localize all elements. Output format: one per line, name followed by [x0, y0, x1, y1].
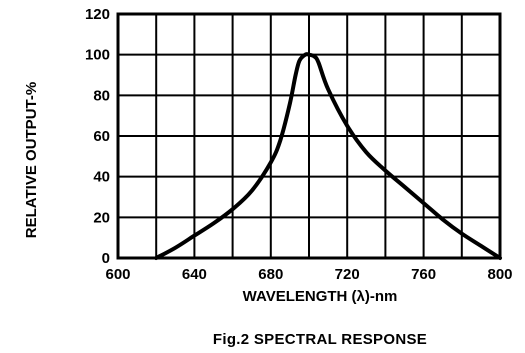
y-axis-ticks: 0 20 40 60 80 100 120 — [85, 6, 110, 267]
x-tick-label: 760 — [411, 266, 436, 283]
y-tick-label: 80 — [93, 87, 110, 104]
x-tick-label: 600 — [105, 266, 130, 283]
figure-caption: Fig.2 SPECTRAL RESPONSE — [213, 331, 427, 348]
x-tick-label: 680 — [258, 266, 283, 283]
plot-frame — [116, 12, 502, 260]
y-axis-title: RELATIVE OUTPUT-% — [23, 82, 40, 238]
x-tick-label: 800 — [487, 266, 512, 283]
spectral-response-curve — [154, 52, 502, 260]
y-tick-label: 60 — [93, 128, 110, 145]
x-axis-ticks: 600 640 680 720 760 800 — [105, 266, 512, 283]
y-tick-label: 100 — [85, 47, 110, 64]
y-tick-label: 120 — [85, 6, 110, 23]
x-tick-label: 720 — [335, 266, 360, 283]
x-tick-label: 640 — [182, 266, 207, 283]
x-axis-title: WAVELENGTH (λ)-nm — [243, 288, 398, 305]
y-tick-label: 0 — [102, 250, 110, 267]
y-tick-label: 20 — [93, 209, 110, 226]
y-tick-label: 40 — [93, 169, 110, 186]
